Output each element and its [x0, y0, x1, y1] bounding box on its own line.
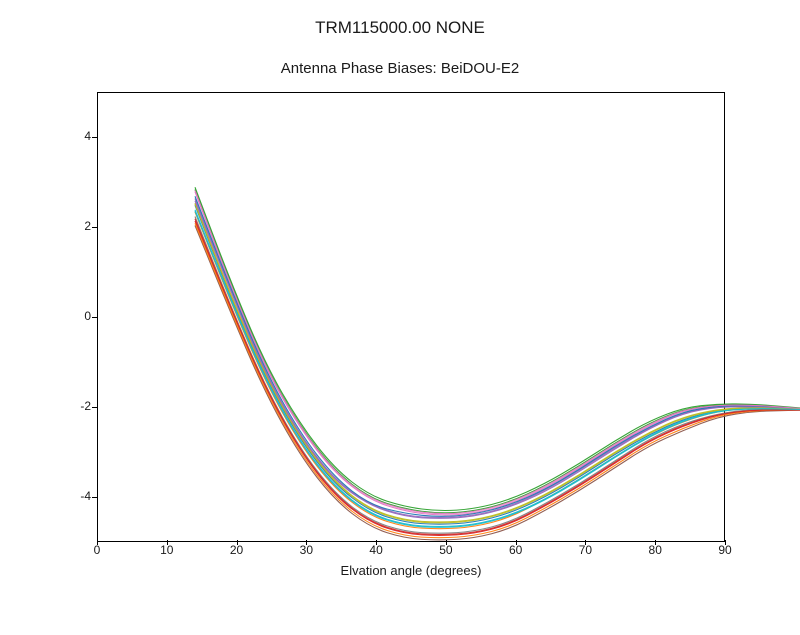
chart-title: Antenna Phase Biases: BeiDOU-E2: [0, 60, 800, 77]
x-tick-mark-60: [516, 540, 517, 545]
x-tick-mark-40: [376, 540, 377, 545]
curve-line07: [195, 192, 800, 515]
x-tick-label-40: 40: [361, 543, 391, 557]
y-tick-label--4: -4: [55, 489, 91, 503]
curve-line13: [195, 187, 800, 510]
x-tick-mark-80: [655, 540, 656, 545]
y-tick-mark--2: [92, 407, 97, 408]
curve-line14: [195, 219, 800, 535]
x-tick-mark-90: [725, 540, 726, 545]
curve-line11: [195, 196, 800, 516]
curve-line09: [195, 203, 800, 522]
x-tick-label-30: 30: [291, 543, 321, 557]
suptitle: TRM115000.00 NONE: [0, 18, 800, 38]
x-tick-label-10: 10: [152, 543, 182, 557]
y-tick-mark-0: [92, 317, 97, 318]
curve-line05: [195, 199, 800, 518]
y-tick-mark--4: [92, 497, 97, 498]
x-tick-label-90: 90: [710, 543, 740, 557]
curve-line02: [195, 212, 800, 529]
x-tick-label-0: 0: [82, 543, 112, 557]
y-tick-mark-4: [92, 137, 97, 138]
curve-line12: [195, 223, 800, 537]
curve-line04: [195, 221, 800, 535]
x-tick-mark-0: [97, 540, 98, 545]
x-tick-label-70: 70: [570, 543, 600, 557]
curve-line01: [195, 205, 800, 524]
y-tick-mark-2: [92, 227, 97, 228]
curve-line08: [195, 217, 800, 534]
x-tick-mark-10: [167, 540, 168, 545]
x-tick-mark-70: [585, 540, 586, 545]
y-tick-label-4: 4: [55, 129, 91, 143]
y-tick-label--2: -2: [55, 399, 91, 413]
plot-area: [97, 92, 725, 542]
curve-line10: [195, 210, 800, 527]
x-tick-label-50: 50: [431, 543, 461, 557]
curve-line17: [195, 204, 800, 523]
x-tick-mark-50: [446, 540, 447, 545]
curve-line16: [195, 190, 800, 513]
x-tick-label-80: 80: [640, 543, 670, 557]
y-tick-label-2: 2: [55, 219, 91, 233]
curve-line03: [195, 190, 800, 513]
x-tick-mark-20: [237, 540, 238, 545]
x-axis-label: Elvation angle (degrees): [97, 563, 725, 578]
x-tick-label-20: 20: [222, 543, 252, 557]
x-tick-label-60: 60: [501, 543, 531, 557]
x-tick-mark-30: [306, 540, 307, 545]
y-tick-label-0: 0: [55, 309, 91, 323]
curve-line15: [195, 201, 800, 519]
curve-line18: [195, 211, 800, 527]
curve-line06: [195, 226, 800, 540]
